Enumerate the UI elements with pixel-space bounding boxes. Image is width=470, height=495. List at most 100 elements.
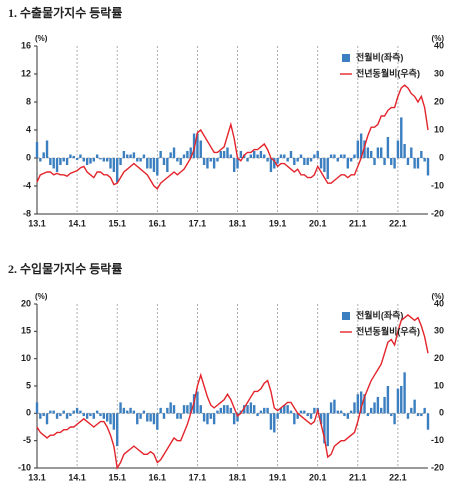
bar <box>386 137 390 158</box>
bar <box>126 154 129 158</box>
bar <box>393 158 396 169</box>
bar <box>146 413 149 422</box>
bar <box>306 413 309 417</box>
bar <box>410 147 413 158</box>
x-tick-label: 14.1 <box>68 472 86 482</box>
bar <box>319 158 323 169</box>
x-tick-label: 16.1 <box>149 218 167 228</box>
line <box>36 84 429 190</box>
x-tick-label: 21.1 <box>349 218 367 228</box>
bar <box>420 413 423 417</box>
bar <box>142 410 146 414</box>
bar <box>206 413 209 425</box>
y2-tick-label: 20 <box>434 353 444 363</box>
y2-tick-label: 30 <box>434 326 444 336</box>
bar <box>253 151 256 158</box>
y-tick-label: 12 <box>21 68 31 78</box>
bar <box>226 405 229 414</box>
bar <box>156 413 159 430</box>
bar <box>403 372 406 414</box>
bar <box>72 410 75 414</box>
bar <box>116 158 119 183</box>
bar <box>346 158 349 169</box>
bar <box>286 158 289 162</box>
bar <box>219 151 223 158</box>
bar <box>42 413 45 417</box>
bar <box>85 158 89 165</box>
bar <box>172 405 176 414</box>
x-tick-label: 20.1 <box>309 472 327 482</box>
line <box>36 314 429 471</box>
y2-tick-label: 40 <box>434 298 444 308</box>
bar <box>119 402 122 414</box>
y-tick-label: 0 <box>26 408 31 418</box>
bar <box>139 158 142 162</box>
bar <box>299 410 303 414</box>
bar <box>249 154 253 158</box>
bar <box>216 158 219 162</box>
y2-tick-label: -10 <box>431 180 444 190</box>
x-tick-label: 20.1 <box>309 218 327 228</box>
bar <box>353 402 356 414</box>
bar <box>89 413 92 417</box>
bar <box>420 151 423 158</box>
bar <box>329 154 333 158</box>
bar <box>166 158 169 172</box>
bar <box>122 407 126 414</box>
bar <box>52 158 55 169</box>
bar <box>423 407 426 414</box>
bar <box>406 413 410 419</box>
x-tick-label: 15.1 <box>108 218 126 228</box>
bar <box>286 405 289 414</box>
y-tick-label: 16 <box>21 40 31 50</box>
bar <box>92 158 96 162</box>
bar <box>329 402 333 414</box>
bar <box>42 152 45 158</box>
bar <box>162 413 166 419</box>
bar <box>266 158 269 162</box>
bar <box>380 407 383 414</box>
bar <box>293 413 296 425</box>
bar <box>62 158 65 162</box>
bar <box>206 158 209 169</box>
x-tick-label: 14.1 <box>68 218 86 228</box>
bar <box>343 413 346 417</box>
bar <box>132 410 136 414</box>
bar <box>179 413 182 419</box>
bar <box>166 407 169 414</box>
y2-tick-label: -10 <box>431 435 444 445</box>
bar <box>236 158 239 169</box>
bar <box>380 147 383 158</box>
bar <box>59 413 62 417</box>
bar <box>105 413 109 422</box>
bar <box>359 391 363 414</box>
bar <box>169 402 172 414</box>
bar <box>212 413 216 425</box>
bar <box>283 405 286 414</box>
bar <box>109 413 112 425</box>
y2-unit: (%) <box>432 34 445 43</box>
bar <box>396 140 400 158</box>
y2-tick-label: 0 <box>439 408 444 418</box>
bar <box>359 133 363 158</box>
x-tick-label: 19.1 <box>269 218 287 228</box>
bar <box>403 144 406 158</box>
bar <box>209 413 212 419</box>
bar <box>129 154 132 158</box>
bar <box>176 158 179 162</box>
bar <box>152 413 156 425</box>
bar <box>239 410 243 414</box>
bar <box>390 158 393 165</box>
bar <box>333 399 336 414</box>
bar <box>109 158 112 169</box>
bar <box>35 402 39 414</box>
bar <box>176 413 179 419</box>
bar <box>246 158 249 162</box>
bar <box>383 396 386 414</box>
bar <box>253 405 256 414</box>
y-tick-label: -10 <box>18 462 31 472</box>
bar <box>172 147 176 158</box>
bar <box>376 147 380 158</box>
x-tick-label: 16.1 <box>149 472 167 482</box>
